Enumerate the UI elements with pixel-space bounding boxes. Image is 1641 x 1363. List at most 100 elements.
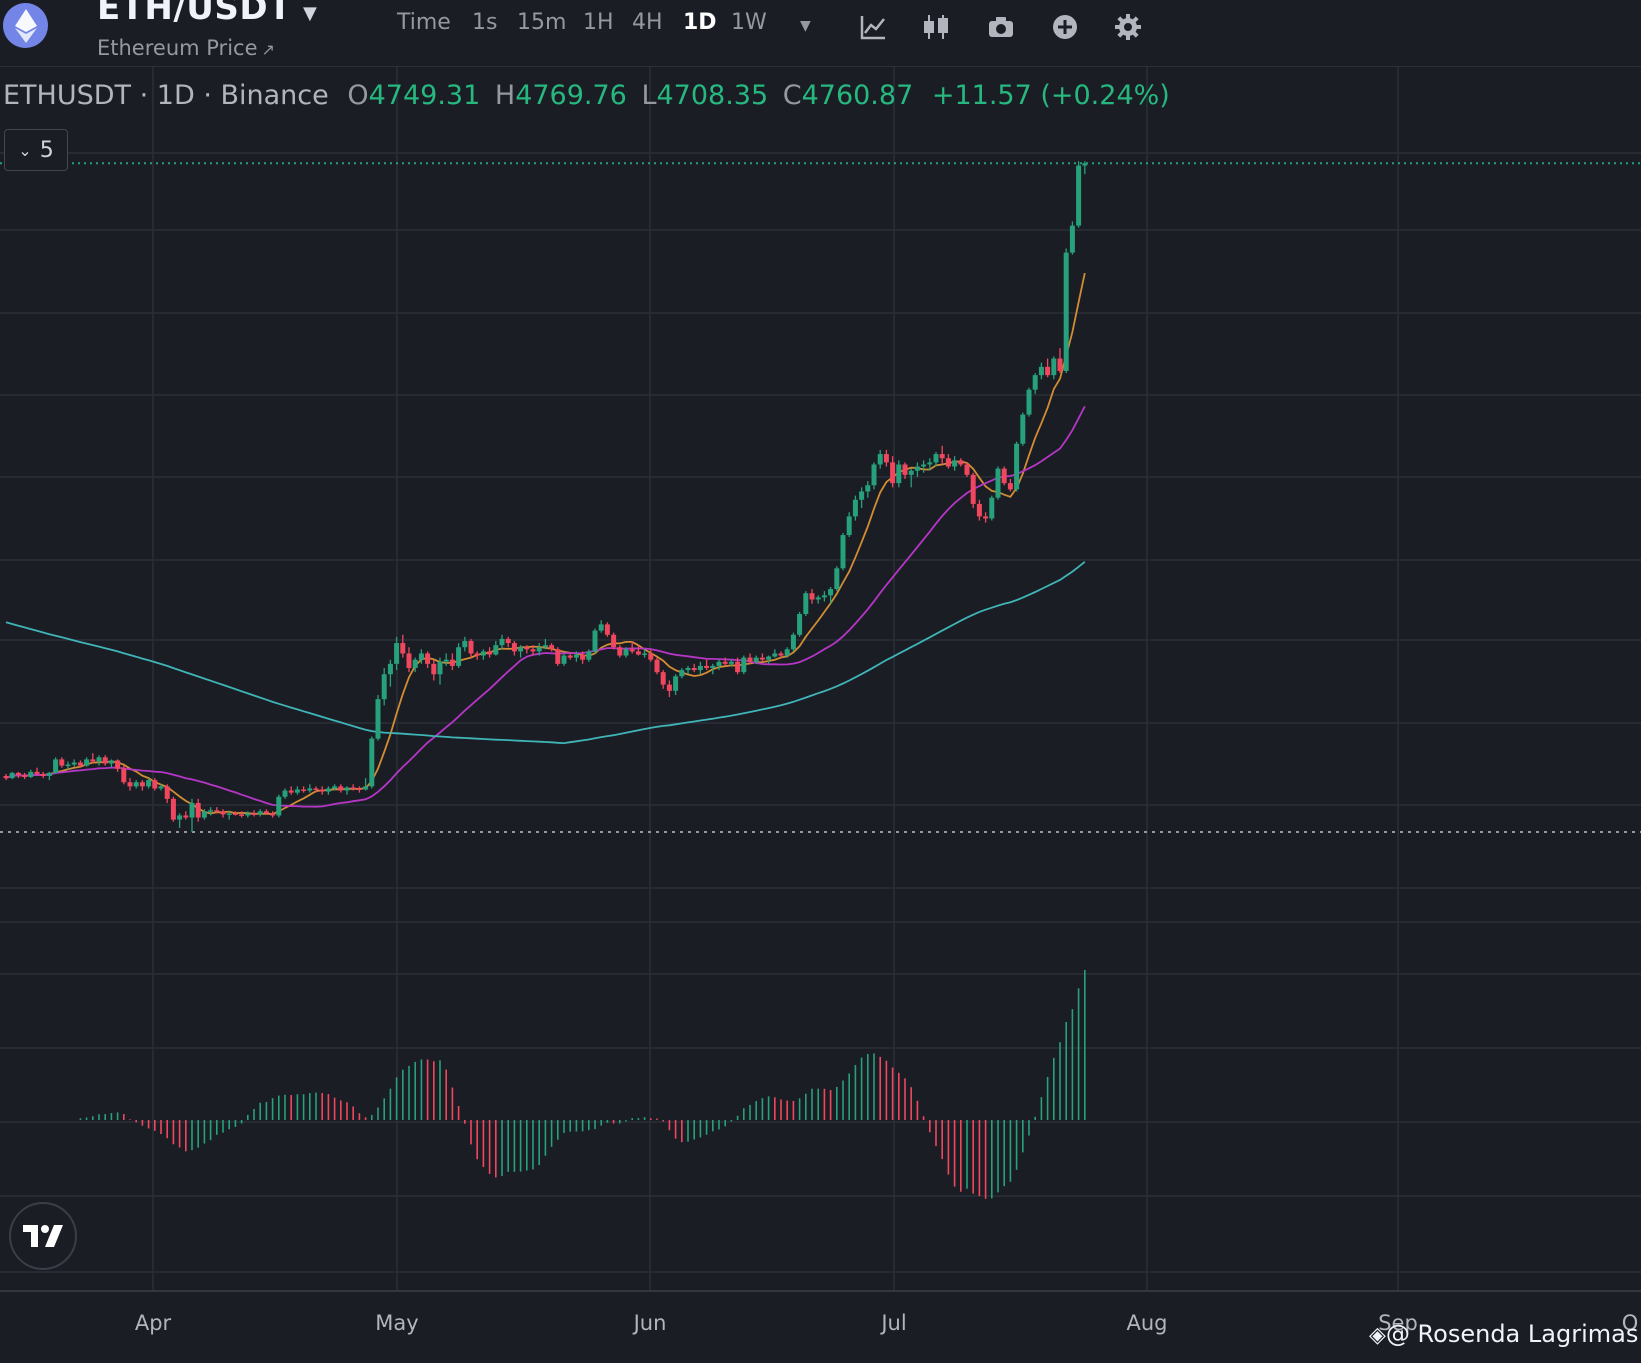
candle-body <box>437 661 443 675</box>
close-value: 4760.87 <box>801 80 914 111</box>
candle-body <box>933 454 939 463</box>
chart-type-candles-icon[interactable] <box>921 12 951 42</box>
candle-body <box>363 786 369 790</box>
candle-body <box>598 624 604 631</box>
candle-body <box>226 813 232 815</box>
x-axis-label: Aug <box>1126 1311 1167 1335</box>
ma-fast-line <box>5 272 1086 815</box>
candle-body <box>871 464 877 486</box>
candle-body <box>518 647 524 652</box>
settings-icon[interactable] <box>1113 12 1143 42</box>
candle-body <box>133 782 139 787</box>
indicators-icon[interactable] <box>858 12 888 42</box>
candle-body <box>220 811 226 815</box>
x-axis-label: Jul <box>879 1311 906 1335</box>
candle-body <box>945 458 951 467</box>
candle-body <box>96 757 102 762</box>
candle-body <box>586 651 592 660</box>
candle-body <box>425 653 431 664</box>
timeframe-1s[interactable]: 1s <box>472 10 498 35</box>
candle-body <box>270 813 276 816</box>
candle-body <box>958 460 964 465</box>
symbol-title[interactable]: ETH/USDT <box>97 0 292 28</box>
candle-body <box>952 460 958 467</box>
candle-body <box>350 787 356 789</box>
candle-body <box>344 787 350 791</box>
candle-body <box>753 657 759 662</box>
candle-body <box>697 665 703 671</box>
candle-body <box>474 653 480 656</box>
candle-body <box>381 674 387 700</box>
x-axis-label: O <box>1622 1311 1639 1335</box>
candle-body <box>46 772 52 776</box>
candle-body <box>121 768 127 783</box>
candle-body <box>1069 225 1075 253</box>
candle-body <box>412 659 418 668</box>
candle-body <box>859 491 865 500</box>
candle-body <box>3 776 9 779</box>
candle-body <box>995 468 1001 498</box>
candle-body <box>257 811 263 815</box>
open-label: O <box>347 80 369 111</box>
candle-body <box>431 663 437 675</box>
candle-body <box>865 485 871 492</box>
candle-body <box>22 774 28 778</box>
tradingview-logo-icon[interactable] <box>9 1202 77 1270</box>
candle-body <box>449 659 455 666</box>
timeframe-time[interactable]: Time <box>397 10 451 35</box>
close-label: C <box>782 80 802 111</box>
candle-body <box>561 655 567 664</box>
candle-body <box>480 651 486 656</box>
candle-body <box>728 661 734 664</box>
subtitle-text[interactable]: Ethereum Price <box>97 36 258 60</box>
candle-body <box>245 813 251 816</box>
candle-body <box>604 624 610 635</box>
candle-body <box>821 595 827 598</box>
timeframe-1w[interactable]: 1W <box>731 10 767 35</box>
candle-body <box>1014 443 1020 490</box>
candle-body <box>1076 165 1082 226</box>
timeframe-4h[interactable]: 4H <box>632 10 663 35</box>
candle-body <box>177 815 183 820</box>
candle-body <box>679 670 685 677</box>
candle-body <box>77 762 83 766</box>
candle-body <box>549 645 555 650</box>
add-icon[interactable] <box>1050 12 1080 42</box>
candle-body <box>741 657 747 673</box>
candle-body <box>406 653 412 668</box>
change-value: +11.57 (+0.24%) <box>931 80 1170 111</box>
candle-body <box>239 814 245 816</box>
symbol-subtitle[interactable]: Ethereum Price ↗ <box>97 36 275 60</box>
candle-body <box>790 634 796 650</box>
x-axis-label: Apr <box>135 1311 172 1335</box>
candle-body <box>1026 389 1032 415</box>
timeframe-15m[interactable]: 15m <box>517 10 567 35</box>
candle-body <box>716 661 722 666</box>
candle-body <box>778 653 784 656</box>
symbol-dropdown-icon[interactable]: ▼ <box>303 3 317 24</box>
timeframe-1d[interactable]: 1D <box>683 10 717 35</box>
candle-body <box>828 589 834 596</box>
candle-body <box>127 782 133 787</box>
x-axis-labels: Apr May Jun Jul Aug Sep O <box>135 1311 1638 1335</box>
candle-body <box>809 593 815 600</box>
timeframe-1h[interactable]: 1H <box>583 10 614 35</box>
x-axis-label: Sep <box>1378 1311 1418 1335</box>
candles <box>3 161 1088 833</box>
candle-body <box>846 516 852 536</box>
candle-body <box>443 659 449 662</box>
timeframe-more-icon[interactable]: ▼ <box>800 18 811 34</box>
candle-body <box>282 790 288 797</box>
candle-body <box>803 593 809 614</box>
candle-body <box>325 788 331 792</box>
candle-body <box>834 568 840 590</box>
collapse-indicators-button[interactable]: ⌄ 5 <box>4 129 68 171</box>
candle-body <box>964 464 970 475</box>
camera-icon[interactable] <box>986 12 1016 42</box>
candle-body <box>939 454 945 459</box>
candle-body <box>307 788 313 791</box>
candle-body <box>542 645 548 648</box>
candle-body <box>102 757 108 764</box>
candle-body <box>524 647 530 650</box>
